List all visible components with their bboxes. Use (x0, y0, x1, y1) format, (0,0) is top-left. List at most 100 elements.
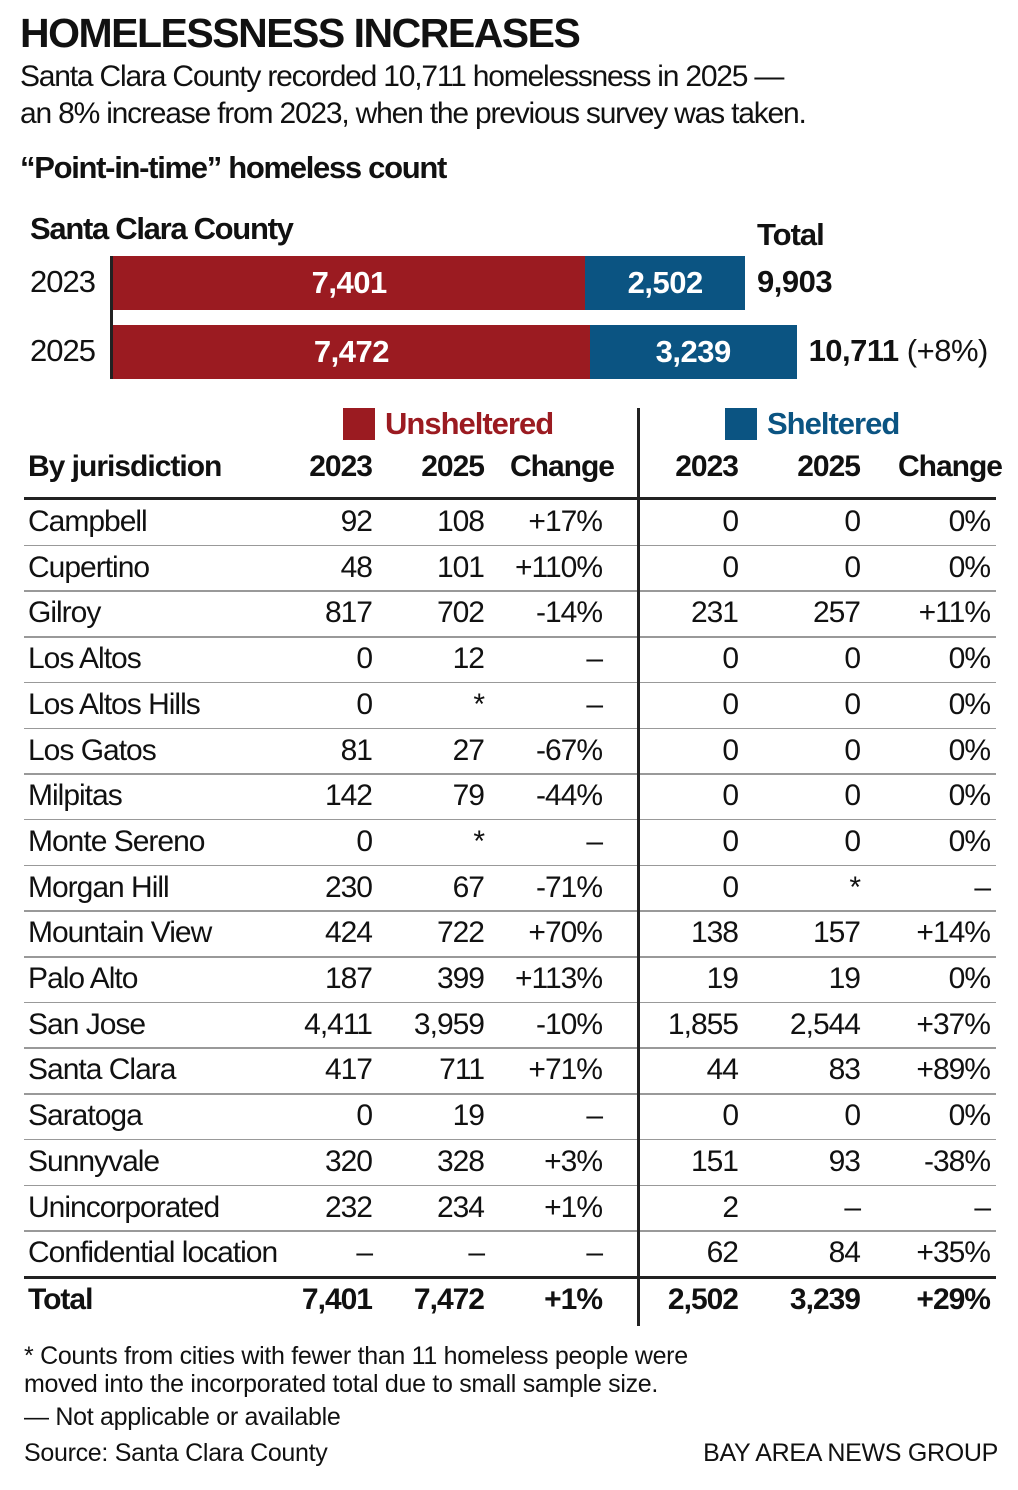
table-row-cell: 67 (452, 870, 485, 904)
row-divider (24, 636, 996, 638)
table-row-cell: * (849, 870, 861, 904)
table-row-cell: -38% (923, 1144, 991, 1178)
table-row-cell: 0 (844, 642, 861, 676)
row-divider (24, 956, 996, 958)
table-row-cell: 0 (844, 824, 861, 858)
row-divider (24, 1184, 996, 1186)
bar-category-label: 2025 (30, 333, 96, 368)
column-header: Change (509, 450, 615, 483)
table-row-cell: +3% (544, 1144, 603, 1178)
row-divider (24, 1138, 996, 1141)
table-row-cell: -10% (535, 1007, 603, 1041)
table-row-cell: * (473, 824, 485, 858)
table-row-cell: 722 (436, 916, 485, 950)
subtitle-line-2: an 8% increase from 2023, when the previ… (20, 97, 807, 130)
table-row-cell: Morgan Hill (28, 870, 170, 904)
footnote-1: * Counts from cities with fewer than 11 … (24, 1342, 688, 1370)
total-row-cell: +29% (916, 1283, 991, 1316)
footnote-3: — Not applicable or available (24, 1403, 341, 1431)
table-row-cell: Santa Clara (28, 1053, 176, 1087)
table-row-cell: Unincorporated (28, 1190, 220, 1224)
table-row-cell: 424 (324, 916, 373, 950)
table-row-cell: Monte Sereno (28, 824, 205, 858)
table-row-cell: 0 (356, 642, 373, 676)
table-row-cell: 84 (828, 1236, 861, 1270)
table-row-cell: – (844, 1190, 861, 1224)
bar-segment-unsheltered: 7,401 (113, 256, 586, 310)
table-row-cell: 138 (690, 916, 739, 950)
bar-total-value: 10,711 (808, 333, 900, 368)
table-row-cell: Campbell (28, 505, 148, 538)
table-row-cell: 0 (722, 550, 739, 584)
table-row-cell: – (356, 1236, 373, 1270)
table-row-cell: 0 (356, 824, 373, 858)
table-row-cell: San Jose (28, 1007, 146, 1041)
table-row-cell: 101 (436, 550, 485, 584)
table-row-cell: 0% (948, 642, 991, 676)
table-row-cell: 187 (324, 962, 373, 995)
bar-total-value: 9,903 (757, 264, 833, 299)
table-row-cell: 232 (324, 1190, 373, 1224)
total-row-cell: 3,239 (789, 1283, 861, 1316)
table-row-cell: 3,959 (413, 1007, 485, 1041)
table-row-cell: +11% (918, 596, 991, 630)
table-row-cell: Palo Alto (28, 962, 138, 995)
table-row-cell: 257 (812, 596, 861, 630)
table-row-cell: -44% (535, 779, 603, 813)
table-row-cell: 0 (722, 505, 739, 538)
table-row-cell: 0% (948, 687, 991, 721)
table-row-cell: 0 (844, 687, 861, 721)
legend-label-unsheltered: Unsheltered (385, 406, 554, 441)
table-row-cell: Confidential location (28, 1236, 278, 1270)
table-row-cell: -67% (535, 733, 603, 767)
table-row-cell: +89% (916, 1053, 991, 1087)
table-row-cell: 0 (722, 824, 739, 858)
table-row-cell: 0% (948, 824, 991, 858)
table-row-cell: Mountain View (28, 916, 212, 950)
table-row-cell: 44 (706, 1053, 739, 1087)
row-divider (24, 773, 996, 775)
row-divider (24, 864, 996, 867)
table-row-cell: 0 (844, 505, 861, 538)
table-row-cell: 711 (439, 1053, 485, 1087)
table-row-cell: +14% (916, 916, 991, 950)
table-row-cell: 4,411 (304, 1007, 373, 1041)
table-row-cell: – (974, 1190, 991, 1224)
bar-data-label: 7,401 (311, 265, 388, 300)
row-divider (24, 910, 996, 912)
table-row-cell: 0 (722, 779, 739, 813)
legend-swatch-sheltered (725, 408, 757, 440)
table-row-cell: – (586, 1236, 603, 1270)
table-row-cell: Milpitas (28, 779, 123, 813)
table-row-cell: -71% (535, 870, 603, 904)
table-row-cell: +17% (528, 505, 603, 538)
bar-data-label: 3,239 (655, 334, 732, 369)
row-divider (24, 544, 996, 547)
table-row-cell: * (473, 687, 485, 721)
table-row-cell: +71% (528, 1053, 603, 1087)
table-row-cell: 108 (436, 505, 485, 538)
section-heading: “Point-in-time” homeless count (20, 150, 447, 185)
table-row-cell: 234 (436, 1190, 485, 1224)
table-row-cell: Cupertino (28, 550, 150, 584)
table-row-cell: 0% (948, 733, 991, 767)
table-row-cell: 2 (722, 1190, 739, 1224)
column-divider (637, 408, 640, 1326)
table-row-cell: 157 (812, 916, 861, 950)
total-row-cell: +1% (544, 1283, 603, 1316)
table-row-cell: 0 (722, 687, 739, 721)
row-divider (24, 1047, 996, 1049)
table-row-cell: Los Gatos (28, 733, 157, 767)
table-row-cell: -14% (535, 596, 603, 630)
table-row-cell: 399 (436, 962, 485, 995)
column-header: 2023 (309, 450, 373, 483)
table-row-cell: +113% (514, 962, 603, 995)
table-row-cell: 0% (948, 779, 991, 813)
page-title: HOMELESSNESS INCREASES (20, 10, 581, 56)
table-row-cell: 83 (828, 1053, 861, 1087)
table-row-cell: 0 (844, 779, 861, 813)
table-row-cell: +70% (528, 916, 603, 950)
legend-unsheltered: Unsheltered (343, 406, 554, 442)
row-divider (24, 818, 996, 821)
bar-axis (110, 256, 113, 379)
